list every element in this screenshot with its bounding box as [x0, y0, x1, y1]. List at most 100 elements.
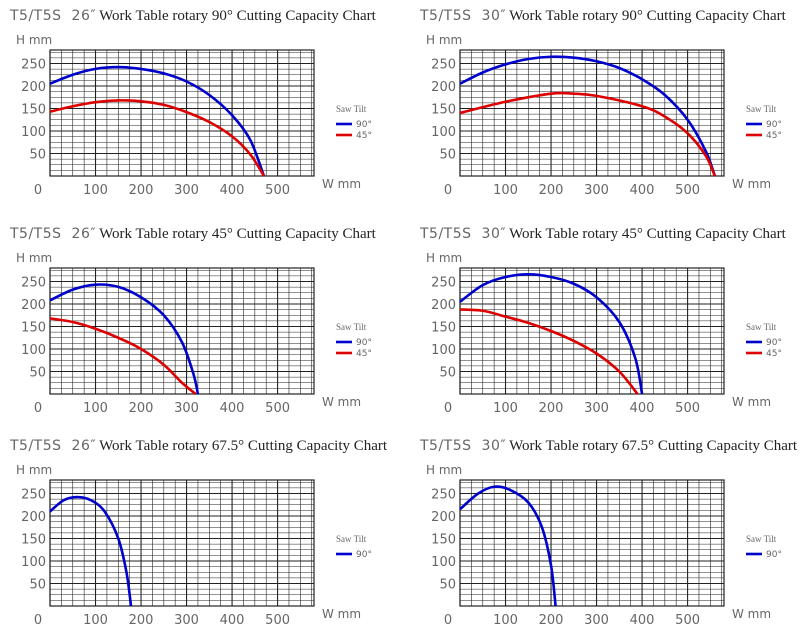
- chart-svg: 50 100 150 200 250 0 100 200 300 400 500 H mm W mm Sa…: [16, 463, 372, 628]
- y-tick-label: 250: [431, 488, 456, 503]
- title-rest: Work Table rotary 90° Cutting Capacity C…: [509, 8, 786, 24]
- x-tick-label: 500: [675, 401, 700, 416]
- title-model: T5/T5S: [10, 8, 62, 24]
- x-tick-label: 400: [220, 183, 245, 198]
- title-rest: Work Table rotary 67.5° Cutting Capacity…: [509, 438, 798, 454]
- y-tick-label: 150: [21, 103, 46, 118]
- y-tick-label: 100: [431, 125, 456, 140]
- y-tick-label: 100: [21, 343, 46, 358]
- x-tick-label: 400: [220, 401, 245, 416]
- chart-title: T5/T5S 26″ Work Table rotary 67.5° Cutting…: [10, 438, 387, 455]
- title-rest: Work Table rotary 45° Cutting Capacity C…: [509, 226, 786, 242]
- y-axis-label: H mm: [426, 463, 462, 477]
- legend-title: Saw Tilt: [746, 104, 777, 114]
- chart-panel: T5/T5S 26″ Work Table rotary 67.5° Cutting…: [0, 430, 400, 643]
- chart-title: T5/T5S 30″ Work Table rotary 67.5° Cutting…: [420, 438, 797, 455]
- chart-svg: 50 100 150 200 250 0 100 200 300 400 500 H mm W mm Sa…: [16, 251, 372, 416]
- y-axis-label: H mm: [16, 251, 52, 265]
- x-tick-label: 300: [174, 183, 199, 198]
- x-tick-label: 0: [444, 613, 452, 628]
- x-tick-label: 400: [630, 183, 655, 198]
- chart-panel: T5/T5S 30″ Work Table rotary 45° Cutting C…: [410, 218, 800, 431]
- x-tick-label: 200: [539, 401, 564, 416]
- title-size: 26″: [71, 226, 97, 242]
- y-tick-label: 150: [21, 321, 46, 336]
- y-tick-label: 250: [21, 488, 46, 503]
- y-tick-label: 150: [21, 533, 46, 548]
- y-tick-label: 50: [439, 148, 456, 163]
- title-rest: Work Table rotary 45° Cutting Capacity C…: [99, 226, 376, 242]
- title-size: 30″: [481, 226, 507, 242]
- x-tick-label: 500: [675, 613, 700, 628]
- y-axis-label: H mm: [426, 33, 462, 47]
- series-line-0: [459, 55, 717, 177]
- title-model: T5/T5S: [420, 438, 472, 454]
- x-tick-label: 300: [174, 613, 199, 628]
- chart-svg: 50 100 150 200 250 0 100 200 300 400 500 H mm W mm Sa…: [16, 33, 372, 198]
- y-tick-label: 200: [21, 510, 46, 525]
- x-tick-label: 0: [34, 401, 42, 416]
- chart-panel: T5/T5S 30″ Work Table rotary 90° Cutting C…: [410, 0, 800, 213]
- x-axis-label: W mm: [732, 177, 771, 191]
- legend-label: 90°: [766, 550, 782, 560]
- x-axis-label: W mm: [732, 607, 771, 621]
- plot-frame: [49, 479, 315, 607]
- y-tick-label: 100: [431, 555, 456, 570]
- y-axis-label: H mm: [426, 251, 462, 265]
- series-line-1: [459, 91, 717, 177]
- x-tick-label: 500: [265, 401, 290, 416]
- chart-svg: 50 100 150 200 250 0 100 200 300 400 500 H mm W mm Sa…: [426, 33, 782, 198]
- y-tick-label: 50: [29, 148, 46, 163]
- x-tick-label: 0: [34, 183, 42, 198]
- y-tick-label: 150: [431, 321, 456, 336]
- title-size: 26″: [71, 8, 97, 24]
- chart-panel: T5/T5S 26″ Work Table rotary 90° Cutting C…: [0, 0, 400, 213]
- x-axis-label: W mm: [322, 177, 361, 191]
- y-tick-label: 100: [21, 555, 46, 570]
- title-model: T5/T5S: [10, 438, 62, 454]
- x-tick-label: 100: [493, 401, 518, 416]
- title-model: T5/T5S: [420, 226, 472, 242]
- x-tick-label: 200: [129, 401, 154, 416]
- x-axis-label: W mm: [732, 395, 771, 409]
- series-line-1: [459, 308, 639, 395]
- series-line-1: [49, 317, 197, 396]
- y-tick-label: 100: [431, 343, 456, 358]
- chart-svg: 50 100 150 200 250 0 100 200 300 400 500 H mm W mm Sa…: [426, 463, 782, 628]
- title-rest: Work Table rotary 90° Cutting Capacity C…: [99, 8, 376, 24]
- x-tick-label: 0: [444, 401, 452, 416]
- x-tick-label: 200: [539, 613, 564, 628]
- y-tick-label: 250: [21, 276, 46, 291]
- legend-label: 90°: [356, 550, 372, 560]
- x-tick-label: 500: [265, 613, 290, 628]
- legend-title: Saw Tilt: [336, 322, 367, 332]
- legend-label: 90°: [766, 120, 782, 130]
- y-tick-label: 200: [431, 80, 456, 95]
- x-tick-label: 400: [630, 401, 655, 416]
- y-tick-label: 250: [431, 276, 456, 291]
- legend-title: Saw Tilt: [336, 104, 367, 114]
- x-tick-label: 500: [675, 183, 700, 198]
- x-tick-label: 200: [129, 183, 154, 198]
- legend-label: 45°: [766, 131, 782, 141]
- title-model: T5/T5S: [10, 226, 62, 242]
- y-tick-label: 150: [431, 533, 456, 548]
- plot-frame: [459, 267, 725, 395]
- series-line-0: [49, 65, 266, 177]
- y-tick-label: 50: [29, 578, 46, 593]
- legend-label: 90°: [356, 120, 372, 130]
- legend-label: 45°: [356, 131, 372, 141]
- chart-title: T5/T5S 26″ Work Table rotary 45° Cutting C…: [10, 226, 376, 243]
- x-tick-label: 100: [493, 613, 518, 628]
- y-tick-label: 200: [431, 510, 456, 525]
- title-size: 30″: [481, 438, 507, 454]
- series-line-0: [49, 283, 200, 395]
- title-size: 26″: [71, 438, 97, 454]
- x-tick-label: 300: [584, 401, 609, 416]
- chart-svg: 50 100 150 200 250 0 100 200 300 400 500 H mm W mm Sa…: [426, 251, 782, 416]
- legend-label: 45°: [766, 349, 782, 359]
- x-tick-label: 300: [584, 613, 609, 628]
- series-line-0: [459, 272, 644, 395]
- legend-label: 45°: [356, 349, 372, 359]
- series-line-0: [49, 495, 133, 607]
